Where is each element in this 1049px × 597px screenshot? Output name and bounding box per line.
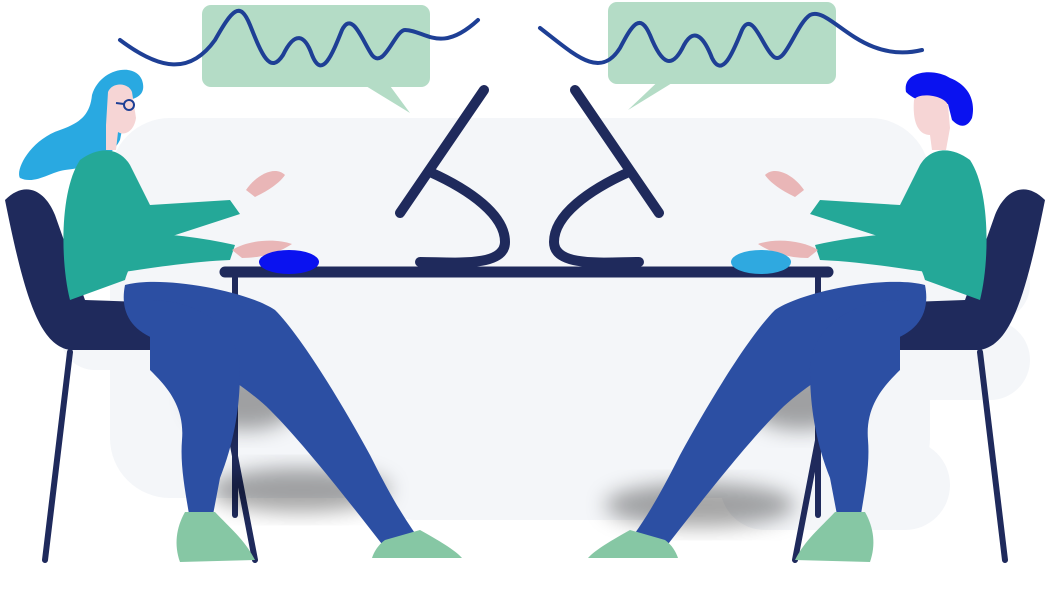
sound-wave-icon <box>538 11 924 68</box>
right-mouse <box>731 250 791 274</box>
left-monitor <box>395 85 511 268</box>
left-head <box>106 84 136 150</box>
left-speech-bubble <box>118 5 480 113</box>
right-person <box>588 72 1045 563</box>
left-mouse <box>259 250 319 274</box>
mouse-icon <box>259 250 319 274</box>
monitor-icon <box>570 85 664 218</box>
right-head <box>913 95 950 150</box>
left-person <box>5 69 462 563</box>
left-legs <box>123 281 462 562</box>
monitor-icon <box>395 85 489 218</box>
left-torso <box>63 150 292 300</box>
right-monitor <box>548 85 664 268</box>
right-speech-bubble <box>538 2 924 110</box>
right-torso <box>758 150 987 300</box>
glasses-icon <box>123 99 135 111</box>
right-legs <box>588 281 927 562</box>
sound-wave-icon <box>118 9 480 68</box>
mouse-icon <box>731 250 791 274</box>
